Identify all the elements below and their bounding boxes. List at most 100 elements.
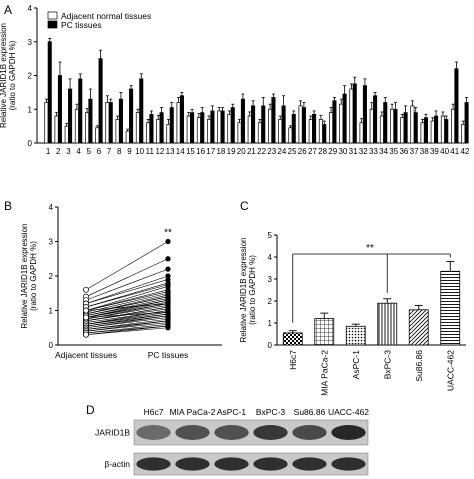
x-tick-label: 7: [107, 147, 112, 156]
lane-label: BxPC-3: [256, 407, 286, 417]
bar: [156, 119, 161, 144]
panel-d-western-blot: H6c7 MIA PaCa-2 AsPC-1 BxPC-3 Su86.86 UACC-46…: [95, 407, 369, 476]
blot-band: [253, 425, 288, 440]
bar: [118, 98, 123, 144]
bar: [408, 309, 429, 346]
bar: [281, 105, 286, 144]
x-tick-label: 4: [76, 147, 81, 156]
blot-band: [331, 457, 366, 471]
pair-line: [85, 303, 169, 311]
bar: [383, 102, 388, 144]
blot-band: [331, 425, 366, 440]
bar: [464, 102, 469, 144]
point-pc: [165, 238, 171, 245]
y-axis-label: (ratio to GAPDH %): [248, 255, 257, 325]
blot-band: [175, 425, 210, 440]
pair-line: [85, 286, 169, 311]
point-pc: [165, 266, 171, 272]
x-tick-label: PC tissues: [148, 350, 189, 360]
bar: [318, 119, 323, 144]
bar: [420, 122, 425, 144]
pair-line: [85, 327, 169, 335]
x-tick-label: 10: [135, 147, 144, 156]
x-tick-label: 29: [328, 147, 337, 156]
bar: [410, 105, 415, 144]
y-tick-label: 4: [28, 4, 33, 13]
x-tick-label: 28: [318, 147, 327, 156]
bar: [88, 98, 93, 144]
x-tick-label: 16: [196, 147, 205, 156]
bar: [352, 83, 357, 144]
blot-band: [292, 457, 327, 471]
bar: [64, 125, 69, 144]
blot-band: [175, 457, 210, 471]
pair-line: [85, 317, 169, 329]
x-tick-label: 30: [338, 147, 347, 156]
blot-row-label: JARID1B: [95, 428, 130, 438]
x-tick-label: 36: [399, 147, 408, 156]
y-tick-label: 0: [28, 139, 33, 148]
bar: [291, 113, 296, 144]
bar: [440, 115, 445, 144]
bar: [159, 112, 164, 144]
pair-line: [85, 241, 169, 291]
x-tick-label: BxPC-3: [382, 350, 392, 380]
x-tick-label: 6: [97, 147, 102, 156]
pair-line: [85, 268, 169, 301]
x-tick-label: 1: [46, 147, 51, 156]
bar: [210, 110, 215, 144]
lane-label: AsPC-1: [217, 407, 247, 417]
blot-band: [214, 457, 249, 471]
point-adjacent: [83, 331, 89, 338]
bar: [261, 105, 266, 144]
legend-swatch: [47, 11, 58, 20]
bar: [444, 119, 449, 144]
bar: [200, 112, 205, 144]
y-tick-label: 2: [28, 72, 33, 81]
bar: [196, 117, 201, 144]
lane-label: Su86.86: [294, 407, 326, 417]
bar: [461, 124, 466, 144]
point-pc: [165, 309, 171, 315]
x-tick-label: 21: [247, 147, 256, 156]
bar: [400, 117, 405, 144]
bar: [176, 102, 181, 144]
legend-label: Adjacent normal tissues: [61, 11, 151, 21]
y-tick-label: 0: [49, 341, 54, 350]
blot-band: [292, 425, 327, 440]
lane-label: UACC-462: [328, 407, 369, 417]
bar: [139, 78, 144, 144]
y-axis-label: Relative JARID1B expression: [0, 23, 8, 128]
x-tick-label: 35: [389, 147, 398, 156]
panel-label-d: D: [86, 403, 95, 417]
significance-label: **: [164, 228, 172, 239]
pair-line: [85, 258, 169, 297]
x-tick-label: 3: [66, 147, 71, 156]
x-tick-label: AsPC-1: [351, 350, 361, 380]
bar: [298, 105, 303, 144]
pair-line: [85, 296, 169, 315]
x-tick-label: 33: [369, 147, 378, 156]
x-tick-label: 25: [288, 147, 297, 156]
x-tick-label: UACC-462: [445, 350, 455, 391]
x-tick-label: 37: [410, 147, 419, 156]
x-tick-label: 17: [206, 147, 215, 156]
panel-label-a: A: [4, 3, 12, 17]
pair-line: [85, 322, 169, 332]
bar: [135, 112, 140, 144]
bar: [282, 332, 303, 346]
pair-line: [85, 275, 169, 304]
x-tick-label: 41: [450, 147, 459, 156]
bar: [342, 93, 347, 144]
bar: [349, 88, 354, 144]
y-tick-label: 4: [268, 253, 273, 262]
pair-line: [85, 291, 169, 311]
x-tick-label: H6c7: [288, 350, 298, 370]
bar: [237, 122, 242, 144]
x-tick-label: 20: [237, 147, 246, 156]
bar: [47, 41, 52, 144]
bar: [393, 108, 398, 144]
y-axis-label: Relative JARID1B expression: [20, 224, 29, 329]
bar: [98, 58, 103, 144]
